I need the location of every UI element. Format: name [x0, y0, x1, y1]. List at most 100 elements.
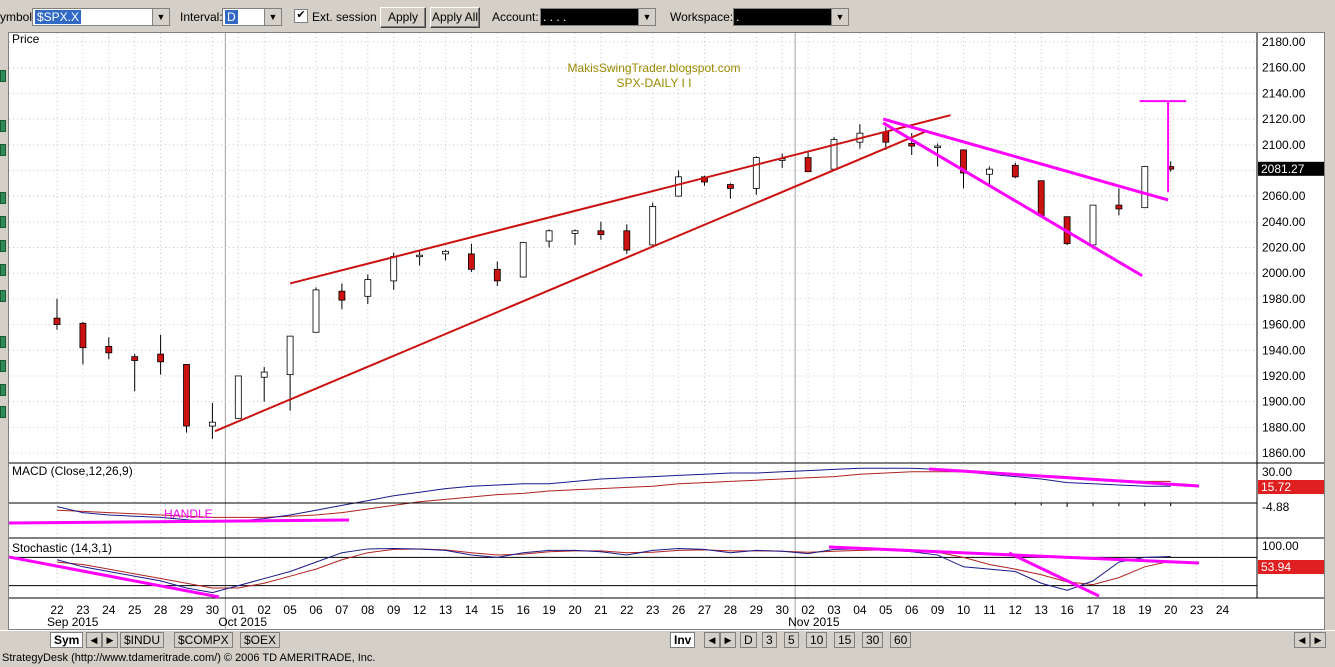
inv-tab[interactable]: Inv — [670, 632, 696, 648]
month-label: Sep 2015 — [47, 615, 99, 629]
period-tab-d[interactable]: D — [740, 632, 757, 648]
axis-layer: 2180.002160.002140.002120.002100.002080.… — [47, 35, 1324, 629]
workspace-label: Workspace: — [670, 10, 734, 24]
symbol-label: ymbol: — [0, 10, 36, 24]
macd-line — [56, 467, 1171, 523]
month-label: Nov 2015 — [788, 615, 840, 629]
candle-body — [960, 149, 967, 174]
x-tick-label: 15 — [491, 603, 505, 617]
symbol-tab-oex[interactable]: $OEX — [240, 632, 281, 648]
account-label: Account: — [492, 10, 539, 24]
x-tick-label: 16 — [517, 603, 531, 617]
period-tab-5[interactable]: 5 — [784, 632, 799, 648]
x-tick-label: 29 — [750, 603, 764, 617]
candle-body — [234, 375, 242, 419]
period-tab-15[interactable]: 15 — [834, 632, 856, 648]
x-tick-label: 20 — [568, 603, 582, 617]
x-tick-label: 16 — [1060, 603, 1074, 617]
study-marker-icon[interactable] — [0, 264, 6, 276]
price-panel-label: Price — [12, 33, 40, 46]
upper-wedge-trendline — [289, 114, 951, 285]
watermark-line-2: SPX-DAILY I I — [617, 76, 692, 90]
price-tick-label: 2180.00 — [1262, 35, 1306, 49]
period-tab-10[interactable]: 10 — [806, 632, 828, 648]
status-bar: StrategyDesk (http://www.tdameritrade.co… — [0, 650, 1335, 667]
scroll-right-icon[interactable]: ▶ — [720, 632, 736, 648]
study-marker-icon[interactable] — [0, 70, 6, 82]
candle-body — [804, 157, 812, 173]
ext-session-label: Ext. session — [312, 10, 377, 24]
study-marker-icon[interactable] — [0, 336, 6, 348]
x-tick-label: 19 — [542, 603, 556, 617]
candle-body — [908, 143, 916, 147]
symbol-tab-compx[interactable]: $COMPX — [174, 632, 233, 648]
month-label: Oct 2015 — [218, 615, 267, 629]
candle-body — [183, 363, 190, 427]
stoch-scale-top: 100.00 — [1262, 539, 1299, 553]
stoch-panel-label: Stochastic (14,3,1) — [12, 541, 112, 555]
candle-body — [571, 230, 579, 234]
x-tick-label: 09 — [931, 603, 945, 617]
sym-tab[interactable]: Sym — [50, 632, 84, 648]
period-tab-60[interactable]: 60 — [890, 632, 912, 648]
scroll-right-icon[interactable]: ▶ — [102, 632, 118, 648]
study-marker-icon[interactable] — [0, 144, 6, 156]
apply-all-button[interactable]: Apply All — [430, 7, 480, 28]
price-tick-label: 2100.00 — [1262, 138, 1306, 152]
chevron-down-icon[interactable]: ▼ — [638, 9, 655, 25]
chevron-down-icon[interactable]: ▼ — [264, 9, 281, 25]
study-marker-icon[interactable] — [0, 120, 6, 132]
candle-body — [752, 157, 760, 189]
stoch-layer — [9, 545, 1257, 599]
interval-combo[interactable]: D ▼ — [222, 8, 282, 26]
candle-body — [1089, 204, 1097, 246]
period-tab-3[interactable]: 3 — [762, 632, 777, 648]
x-tick-label: 25 — [128, 603, 142, 617]
stoch-trendline-1 — [9, 555, 220, 599]
chart-area[interactable]: 2180.002160.002140.002120.002100.002080.… — [8, 32, 1325, 630]
study-marker-icon[interactable] — [0, 240, 6, 252]
candle-body — [286, 335, 294, 376]
stoch-k-line — [56, 547, 1171, 594]
scroll-left-icon[interactable]: ◀ — [1294, 632, 1310, 648]
stoch-trendline-3 — [1008, 551, 1100, 598]
candle-layer — [53, 124, 1175, 439]
workspace-combo[interactable]: . ▼ — [733, 8, 849, 26]
symbol-tab-indu[interactable]: $INDU — [120, 632, 165, 648]
symbol-combo[interactable]: $SPX.X ▼ — [32, 8, 170, 26]
x-tick-label: 01 — [232, 603, 246, 617]
candle-body — [623, 230, 631, 251]
macd-value-tag — [1258, 480, 1324, 494]
interval-value: D — [225, 10, 238, 24]
scroll-right-icon[interactable]: ▶ — [1310, 632, 1326, 648]
macd-value: 15.72 — [1261, 480, 1291, 494]
apply-button[interactable]: Apply — [380, 7, 426, 28]
study-marker-icon[interactable] — [0, 192, 6, 204]
candle-body — [986, 168, 993, 175]
stoch-value: 53.94 — [1261, 560, 1291, 574]
period-tab-30[interactable]: 30 — [862, 632, 884, 648]
x-tick-label: 22 — [50, 603, 64, 617]
x-tick-label: 06 — [309, 603, 323, 617]
price-tick-label: 1940.00 — [1262, 343, 1306, 357]
x-tick-label: 11 — [983, 603, 996, 617]
candle-body — [442, 250, 449, 255]
chevron-down-icon[interactable]: ▼ — [831, 9, 848, 25]
month-label-sep — [12, 631, 18, 647]
x-tick-label: 03 — [827, 603, 841, 617]
x-tick-label: 14 — [465, 603, 479, 617]
ext-session-checkbox[interactable]: ✔ — [294, 9, 308, 23]
scroll-left-icon[interactable]: ◀ — [704, 632, 720, 648]
study-marker-icon[interactable] — [0, 384, 6, 396]
bottom-bar: Sym ◀ ▶ $INDU $COMPX $OEX Inv ◀ ▶ D 3 5 … — [0, 630, 1335, 649]
account-value: . . . . — [543, 10, 567, 24]
workspace-value: . — [736, 10, 740, 24]
study-marker-icon[interactable] — [0, 360, 6, 372]
study-marker-icon[interactable] — [0, 406, 6, 418]
chevron-down-icon[interactable]: ▼ — [152, 9, 169, 25]
scroll-left-icon[interactable]: ◀ — [86, 632, 102, 648]
study-marker-icon[interactable] — [0, 290, 6, 302]
account-combo[interactable]: . . . . ▼ — [540, 8, 656, 26]
study-marker-icon[interactable] — [0, 216, 6, 228]
x-tick-label: 12 — [1009, 603, 1023, 617]
